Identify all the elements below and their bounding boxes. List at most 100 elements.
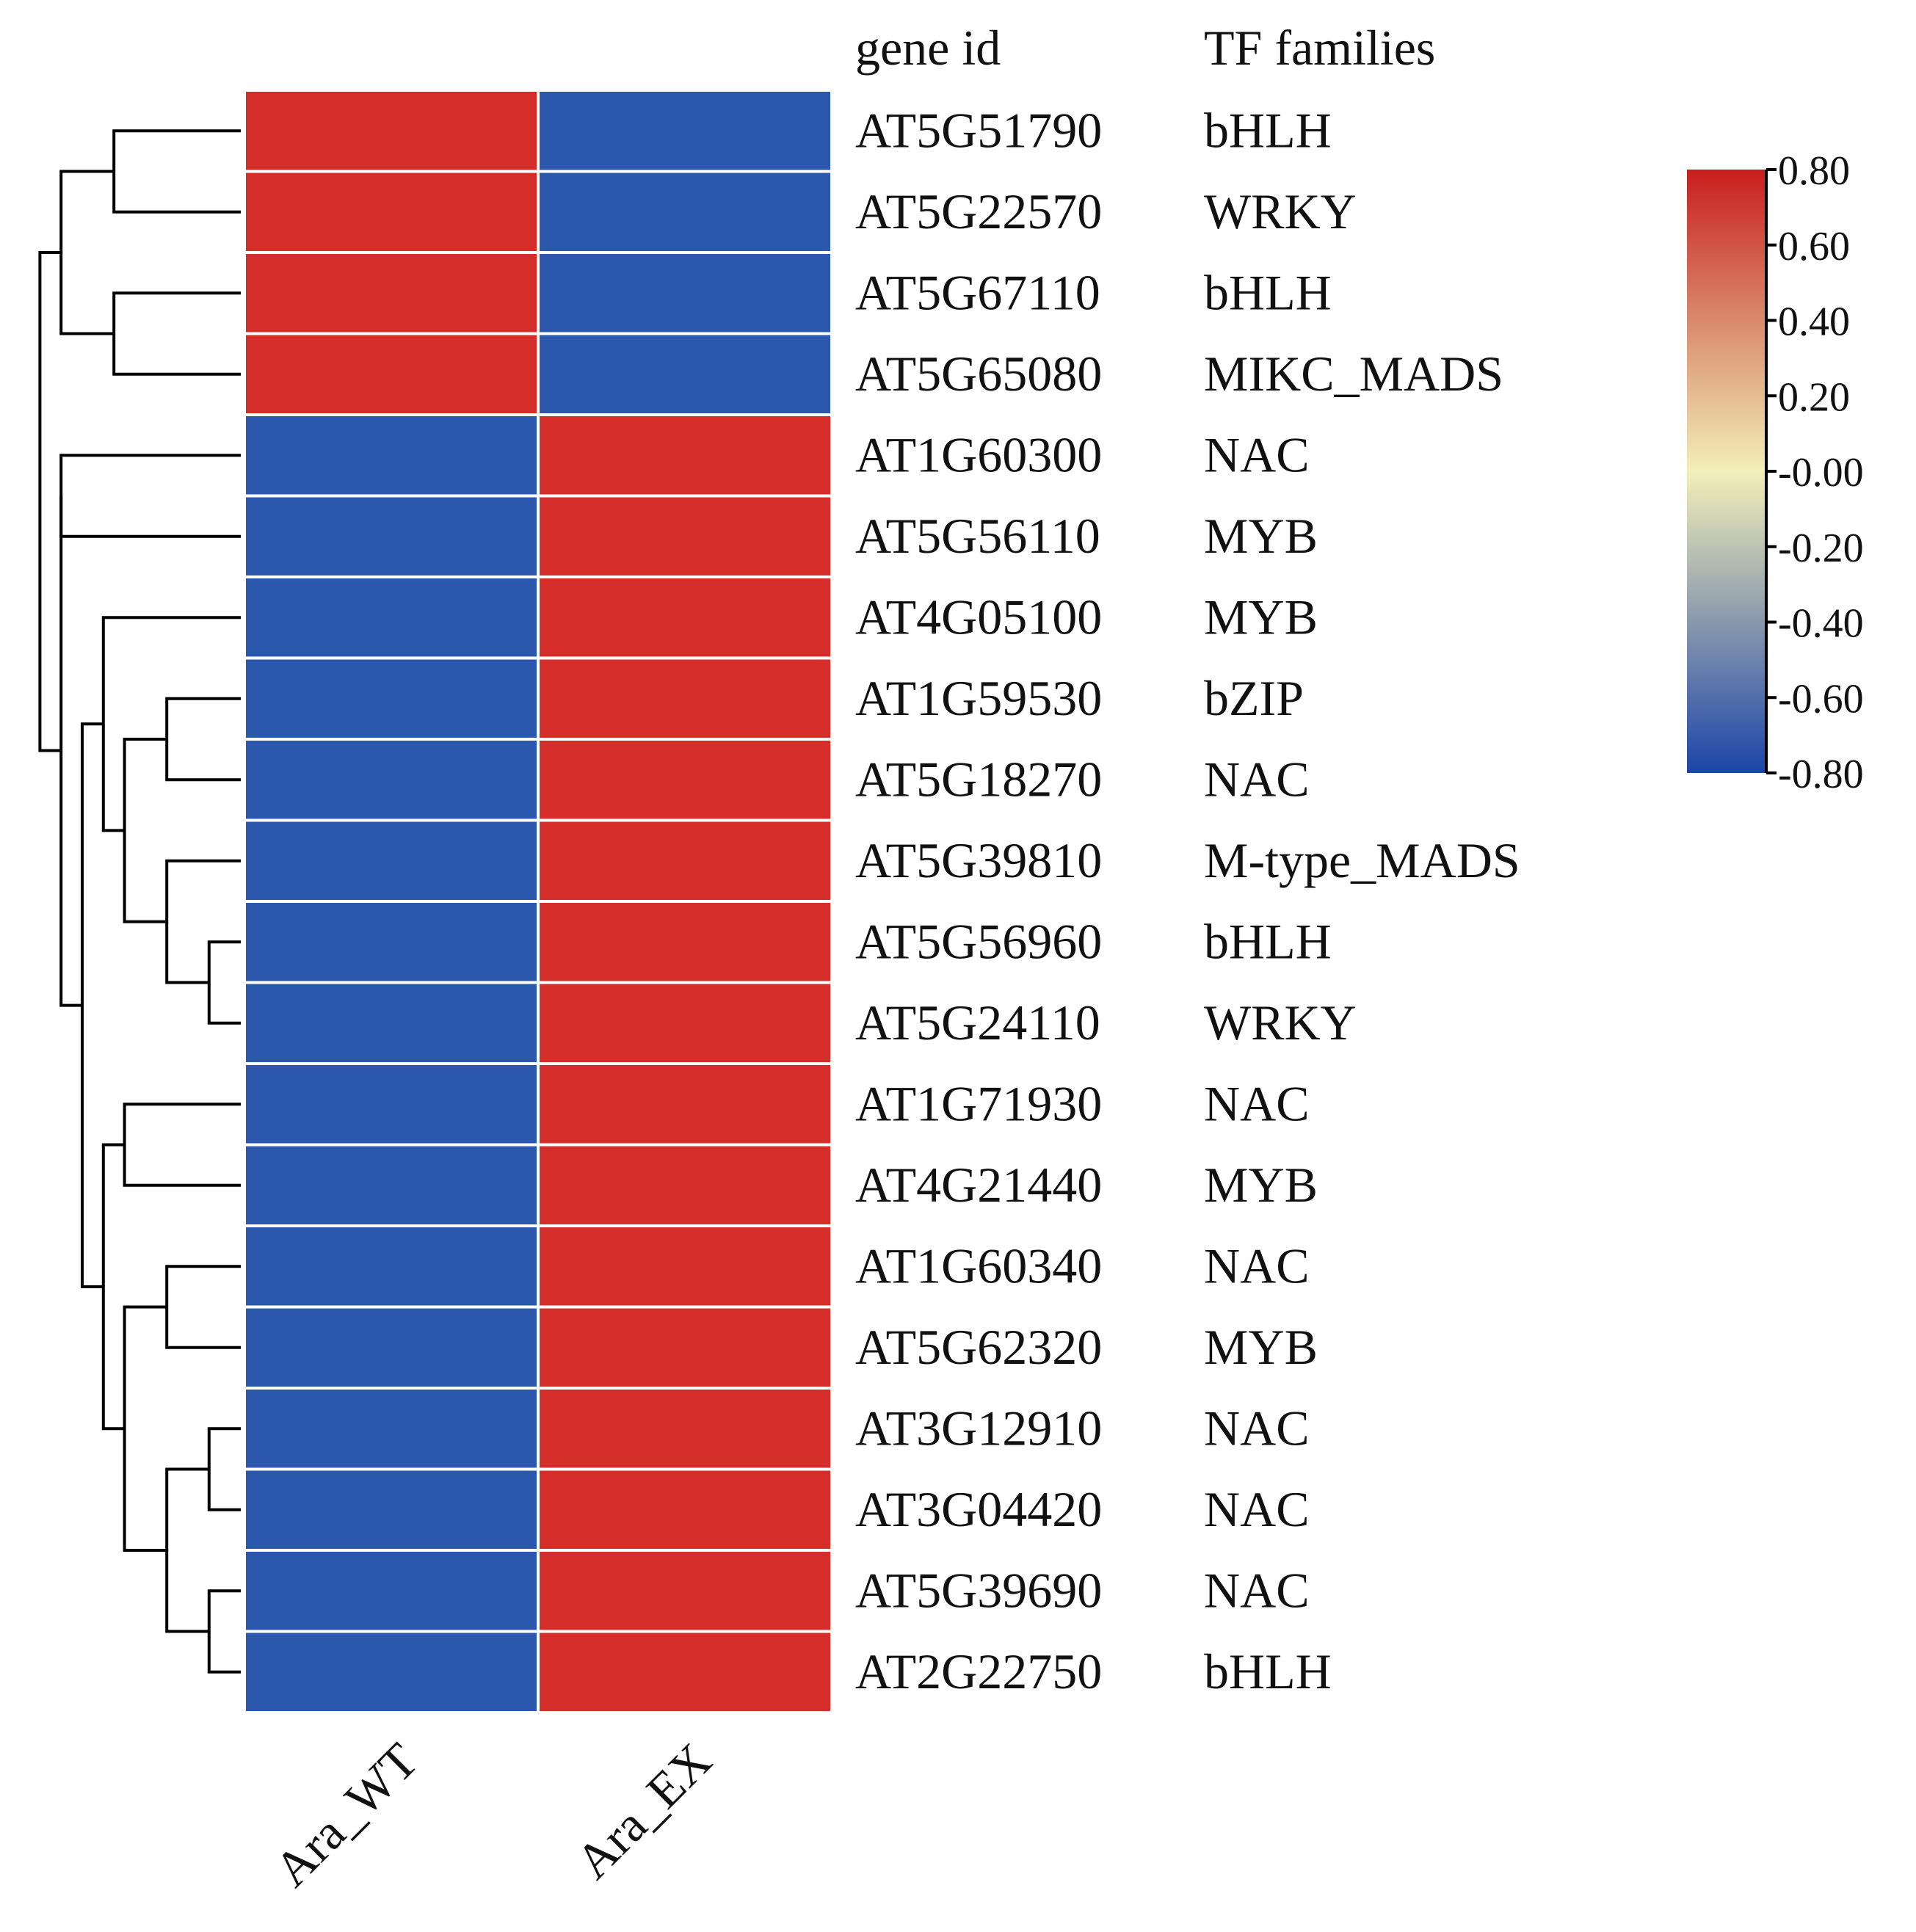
tf-family-label: bHLH — [1204, 913, 1332, 969]
gene-id-label: AT4G21440 — [855, 1157, 1102, 1213]
heatmap-cell — [243, 575, 540, 660]
gene-id-header: gene id — [855, 20, 1001, 76]
tf-family-label: NAC — [1204, 1238, 1310, 1293]
dendrogram-branch — [123, 738, 167, 923]
tf-family-label: MYB — [1204, 1319, 1318, 1375]
row-labels: AT5G51790 bHLH AT5G22570 WRKY AT5G67110 bHLH A… — [855, 102, 1520, 1699]
dendrogram-branch — [38, 251, 62, 752]
heatmap-cell — [243, 1143, 540, 1227]
heatmap-cell — [243, 89, 540, 173]
dendrogram-branch — [112, 129, 241, 214]
color-bar-tick-label: -0.80 — [1778, 752, 1864, 797]
tf-family-label: bHLH — [1204, 1644, 1332, 1699]
dendrogram-branch — [123, 1305, 167, 1552]
dendrogram-branch — [59, 495, 82, 1007]
gene-id-label: AT5G65080 — [855, 346, 1102, 402]
heatmap-cell — [243, 1549, 540, 1633]
column-headers: gene id TF families — [855, 20, 1435, 76]
heatmap-cell — [537, 170, 833, 254]
color-scale-legend: 0.80 0.60 0.40 0.20 -0.00 -0.20 -0.40 -0.60 -0.8… — [1687, 148, 1864, 797]
heatmap-cell — [537, 89, 833, 173]
dendrogram-branch — [101, 1143, 125, 1431]
tf-families-header: TF families — [1204, 20, 1435, 76]
heatmap-cell — [243, 1224, 540, 1309]
tf-family-label: bZIP — [1204, 670, 1304, 726]
color-bar-tick-label: 0.60 — [1778, 224, 1850, 269]
heatmap-cell — [537, 656, 833, 741]
heatmap-cell — [243, 1387, 540, 1471]
tf-family-label: bHLH — [1204, 102, 1332, 158]
gene-id-label: AT2G22750 — [855, 1644, 1102, 1699]
dendrogram-branch — [165, 697, 241, 782]
heatmap-cell — [537, 738, 833, 822]
gene-id-label: AT1G71930 — [855, 1075, 1102, 1131]
tf-family-label: MYB — [1204, 508, 1318, 564]
tf-family-label: NAC — [1204, 1075, 1310, 1131]
color-bar-tick-label: 0.80 — [1778, 148, 1850, 194]
heatmap-cell — [243, 1305, 540, 1390]
gene-id-label: AT3G12910 — [855, 1400, 1102, 1456]
color-bar-tick-label: -0.40 — [1778, 601, 1864, 647]
heatmap-cells — [243, 89, 833, 1714]
tf-family-label: NAC — [1204, 751, 1310, 807]
color-bar-tick-label: 0.20 — [1778, 374, 1850, 420]
heatmap-cell — [537, 1549, 833, 1633]
gene-id-label: AT5G51790 — [855, 102, 1102, 158]
color-bar-tick-label: -0.60 — [1778, 676, 1864, 722]
gene-id-label: AT1G60340 — [855, 1238, 1102, 1293]
heatmap-cell — [243, 170, 540, 254]
color-bar — [1687, 170, 1766, 773]
heatmap-cell — [243, 332, 540, 416]
tf-family-label: M-type_MADS — [1204, 832, 1520, 888]
heatmap-cell — [537, 1305, 833, 1390]
color-bar-tick-label: -0.00 — [1778, 450, 1864, 495]
gene-id-label: AT5G24110 — [855, 995, 1100, 1050]
heatmap-cell — [243, 818, 540, 903]
heatmap-cell — [537, 981, 833, 1065]
heatmap-cell — [243, 413, 540, 498]
heatmap-cell — [243, 656, 540, 741]
heatmap-cell — [537, 818, 833, 903]
column-label: Ara_WT — [264, 1732, 429, 1898]
heatmap-cell — [243, 1062, 540, 1147]
heatmap-cell — [243, 900, 540, 984]
gene-id-label: AT5G67110 — [855, 264, 1100, 320]
heatmap-cell — [537, 332, 833, 416]
heatmap-cell — [243, 1467, 540, 1552]
tf-family-label: bHLH — [1204, 264, 1332, 320]
column-labels: Ara_WT Ara_EX — [264, 1732, 722, 1898]
gene-id-label: AT1G59530 — [855, 670, 1102, 726]
tf-family-label: NAC — [1204, 1400, 1310, 1456]
heatmap-cell — [243, 1630, 540, 1714]
dendrogram-branch — [59, 454, 241, 538]
heatmap-cell — [537, 1062, 833, 1147]
tf-family-label: NAC — [1204, 1562, 1310, 1618]
tf-family-label: WRKY — [1204, 184, 1357, 239]
heatmap-cell — [537, 251, 833, 335]
dendrogram-branch — [165, 1265, 241, 1349]
heatmap-cell — [537, 575, 833, 660]
gene-id-label: AT4G05100 — [855, 589, 1102, 644]
dendrogram-branch — [207, 1589, 241, 1674]
tf-family-label: MIKC_MADS — [1204, 346, 1503, 402]
gene-id-label: AT5G39690 — [855, 1562, 1102, 1618]
dendrogram-branch — [112, 291, 241, 376]
gene-id-label: AT3G04420 — [855, 1481, 1102, 1537]
heatmap-cell — [537, 900, 833, 984]
dendrogram-branch — [59, 170, 115, 335]
heatmap-cell — [243, 494, 540, 578]
tf-family-label: MYB — [1204, 589, 1318, 644]
dendrogram-branch — [207, 1427, 241, 1511]
dendrogram-branch — [81, 722, 104, 1288]
gene-id-label: AT5G56960 — [855, 913, 1102, 969]
dendrogram-branch — [165, 1467, 209, 1633]
heatmap-cell — [243, 738, 540, 822]
gene-id-label: AT1G60300 — [855, 426, 1102, 482]
gene-id-label: AT5G22570 — [855, 184, 1102, 239]
dendrogram-branch — [123, 1103, 241, 1187]
gene-id-label: AT5G18270 — [855, 751, 1102, 807]
dendrogram-branch — [207, 940, 241, 1025]
tf-family-label: NAC — [1204, 426, 1310, 482]
gene-id-label: AT5G62320 — [855, 1319, 1102, 1375]
